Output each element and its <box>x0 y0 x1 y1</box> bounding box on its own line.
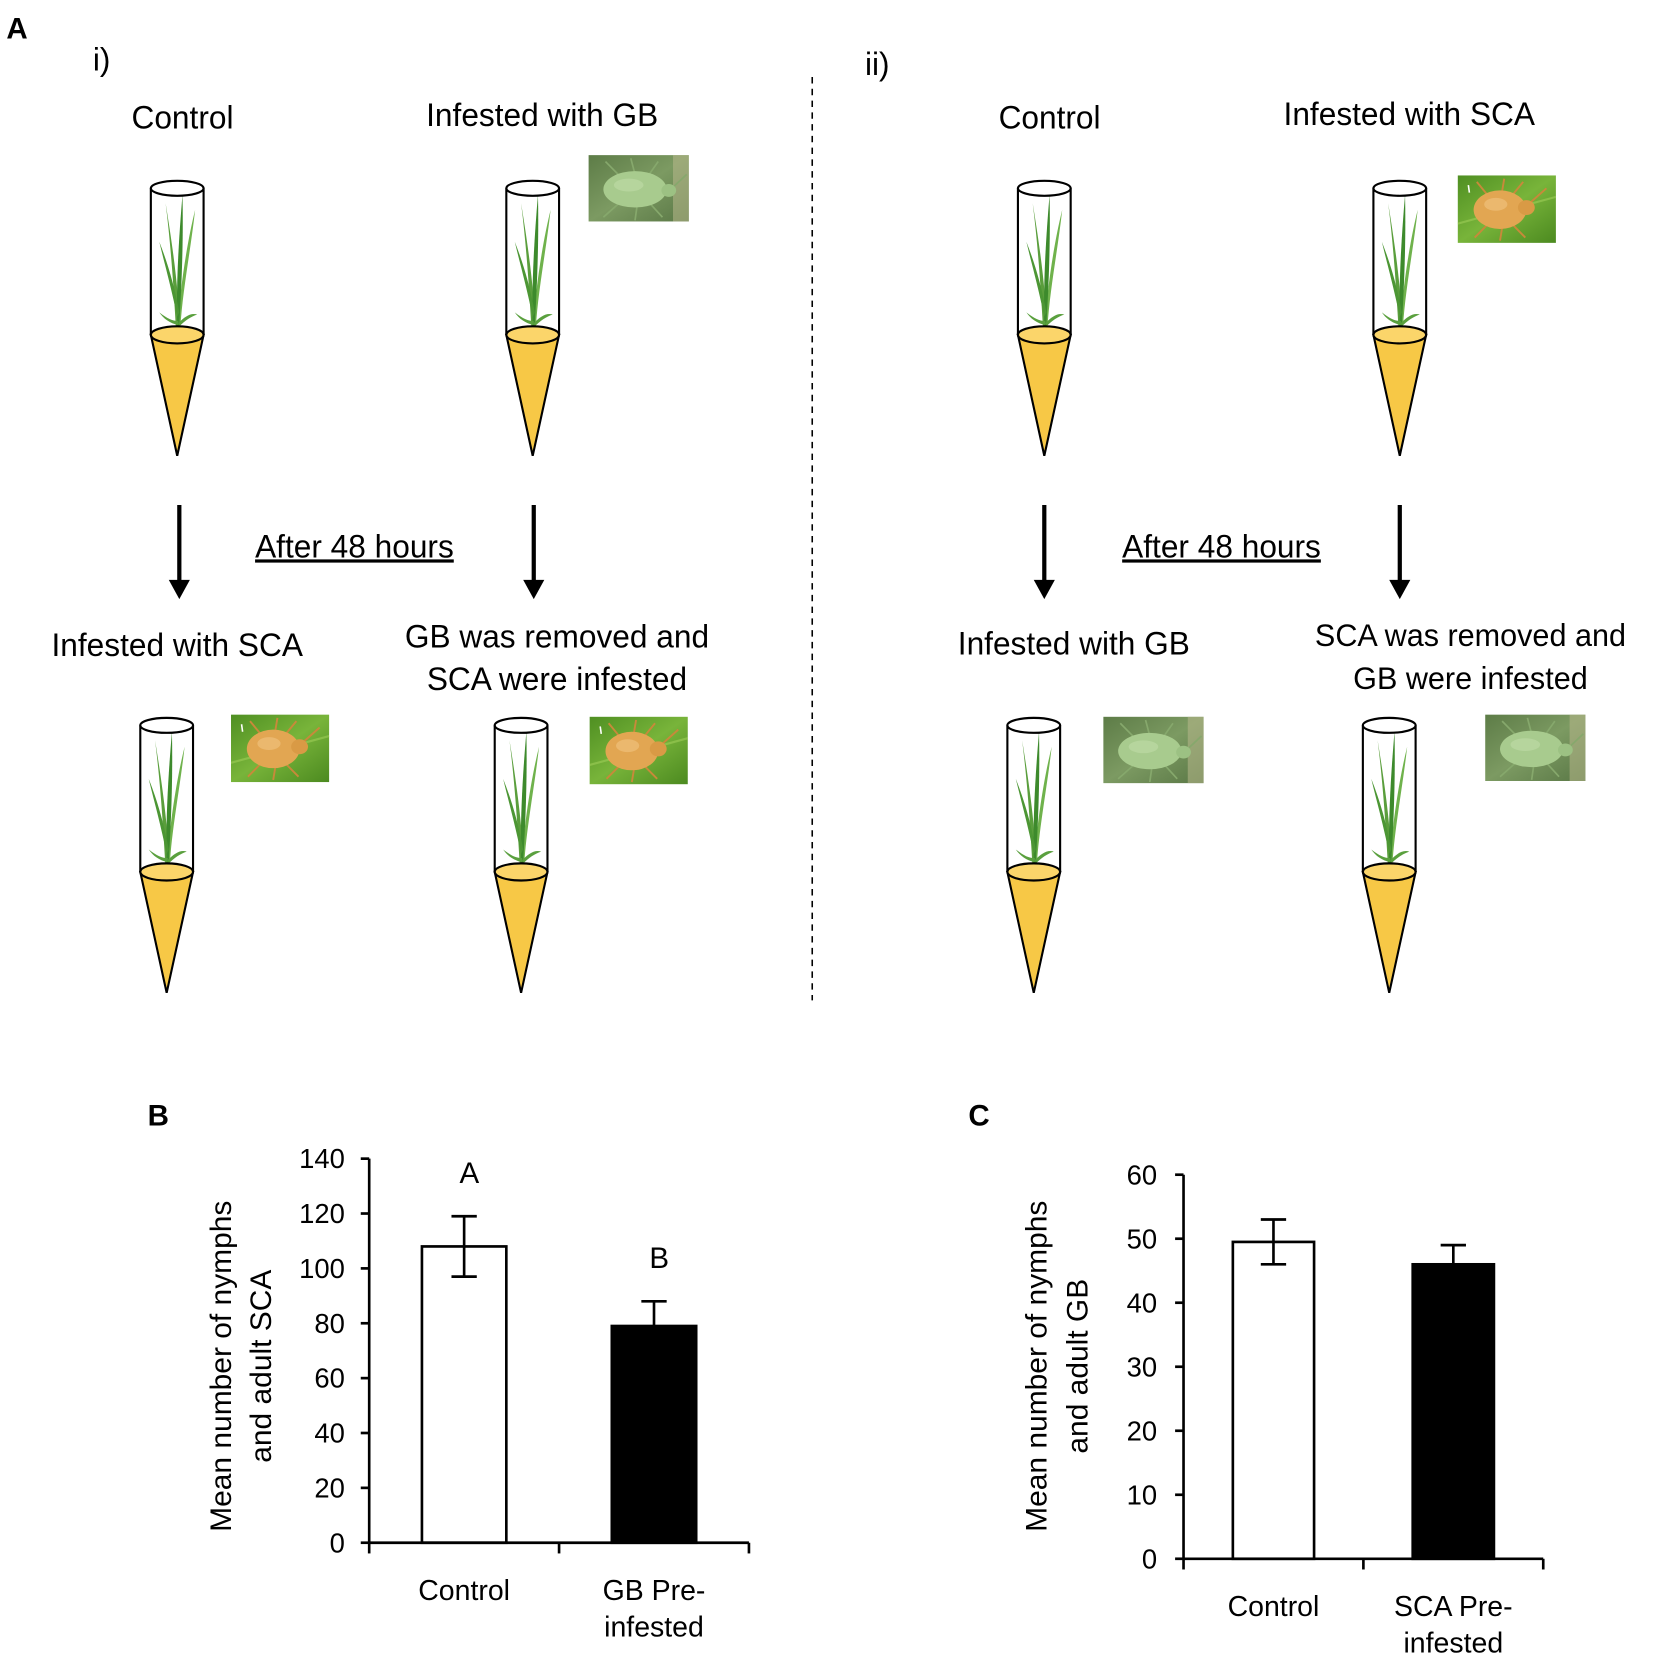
bottom-label: Infested with SCA <box>51 627 303 663</box>
top-label-infested: Infested with SCA <box>1284 96 1536 132</box>
bar <box>610 1324 698 1545</box>
y-tick-label: 20 <box>1127 1415 1158 1446</box>
panel-a-diagram: A i) Control Infested with GB After 48 h… <box>6 12 1626 1001</box>
x-tick-label: Control <box>418 1575 510 1607</box>
greenbug-photo <box>1102 715 1205 784</box>
greenbug-photo <box>1484 713 1587 782</box>
y-tick-label: 0 <box>330 1527 345 1558</box>
significance-letter: B <box>649 1242 669 1275</box>
bottom-label: SCA was removed and <box>1315 618 1626 653</box>
down-arrow <box>168 504 190 600</box>
top-label-infested: Infested with GB <box>426 97 658 133</box>
plant-tube <box>149 179 205 457</box>
greenbug-photo <box>587 154 690 223</box>
y-tick-label: 120 <box>299 1198 345 1229</box>
y-tick-label: 140 <box>299 1143 345 1174</box>
y-tick-label: 40 <box>314 1417 345 1448</box>
plant-tube <box>505 179 561 457</box>
x-tick-label: GB Pre- <box>603 1575 706 1607</box>
chart-panel-b: B Mean number of nymphs and adult SCA A Cont… <box>148 1099 751 1643</box>
y-tick-label: 10 <box>1127 1479 1158 1510</box>
plant-tube <box>493 716 549 994</box>
plant-tube <box>1372 179 1428 457</box>
down-arrow <box>1389 504 1411 600</box>
panel-label-c: C <box>968 1099 989 1132</box>
bottom-label: Infested with GB <box>958 626 1190 662</box>
time-label: After 48 hours <box>255 528 454 564</box>
sugarcane-aphid-photo <box>588 715 689 786</box>
y-axis-title-line: and adult SCA <box>245 1269 278 1462</box>
y-tick-label: 40 <box>1127 1287 1158 1318</box>
y-tick-label: 60 <box>314 1363 345 1394</box>
y-tick-label: 80 <box>314 1308 345 1339</box>
y-axis-title-line: and adult GB <box>1062 1279 1095 1454</box>
y-tick-label: 50 <box>1127 1223 1158 1254</box>
top-label-control: Control <box>999 99 1101 135</box>
sugarcane-aphid-photo <box>229 713 331 784</box>
y-tick-label: 60 <box>1127 1159 1158 1190</box>
section-label: i) <box>93 41 111 77</box>
chart-panel-c: C Mean number of nymphs and adult GB Contro… <box>968 1099 1545 1654</box>
x-tick-label: infested <box>604 1611 704 1643</box>
error-bar <box>451 1214 477 1278</box>
y-tick-label: 30 <box>1127 1351 1158 1382</box>
bar <box>1231 1240 1316 1561</box>
bottom-label: SCA were infested <box>427 661 687 697</box>
plant-tube <box>1006 716 1062 994</box>
section-ii: ii) Control Infested with SCA After 48 h… <box>865 46 1626 994</box>
time-label: After 48 hours <box>1122 528 1321 564</box>
error-bar <box>1260 1218 1287 1266</box>
down-arrow <box>1033 504 1055 600</box>
y-axis-title-line: Mean number of nymphs <box>1021 1201 1054 1532</box>
panel-label-a: A <box>6 12 27 45</box>
error-bar <box>1440 1243 1466 1285</box>
section-i: i) Control Infested with GB After 48 hou… <box>51 41 709 994</box>
y-axis-title-line: Mean number of nymphs <box>205 1201 238 1532</box>
y-tick-label: 20 <box>314 1472 345 1503</box>
error-bar <box>641 1299 667 1353</box>
plant-tube <box>1016 179 1072 457</box>
x-tick-label: Control <box>1228 1591 1320 1623</box>
section-label: ii) <box>865 46 890 82</box>
down-arrow <box>523 504 545 600</box>
top-label-control: Control <box>132 99 234 135</box>
bar <box>1411 1262 1496 1561</box>
x-tick-label: infested <box>1403 1627 1503 1654</box>
significance-letter: A <box>460 1157 480 1190</box>
plant-tube <box>1361 716 1417 994</box>
x-tick-label: SCA Pre- <box>1394 1591 1513 1623</box>
bottom-label: GB was removed and <box>405 618 709 654</box>
panel-label-b: B <box>148 1099 169 1132</box>
y-tick-label: 100 <box>299 1253 345 1284</box>
bottom-label: GB were infested <box>1353 661 1588 696</box>
sugarcane-aphid-photo <box>1456 174 1557 244</box>
plant-tube <box>139 716 195 994</box>
y-tick-label: 0 <box>1142 1543 1157 1574</box>
bar <box>420 1245 508 1545</box>
